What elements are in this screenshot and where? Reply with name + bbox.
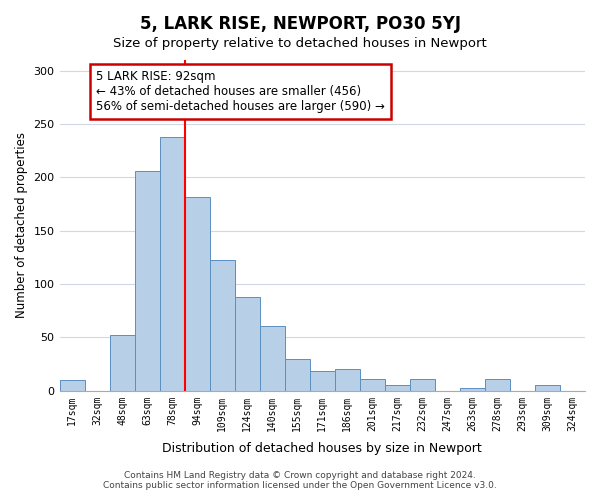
Bar <box>285 359 310 391</box>
Bar <box>134 171 160 391</box>
Text: 5, LARK RISE, NEWPORT, PO30 5YJ: 5, LARK RISE, NEWPORT, PO30 5YJ <box>139 15 461 33</box>
Bar <box>335 370 360 391</box>
Bar <box>485 379 510 391</box>
Bar <box>310 370 335 391</box>
X-axis label: Distribution of detached houses by size in Newport: Distribution of detached houses by size … <box>163 442 482 455</box>
Bar <box>410 379 435 391</box>
Bar <box>160 137 185 391</box>
Bar <box>59 380 85 391</box>
Bar <box>260 326 285 391</box>
Y-axis label: Number of detached properties: Number of detached properties <box>15 132 28 318</box>
Bar <box>360 379 385 391</box>
Bar <box>110 336 134 391</box>
Text: Size of property relative to detached houses in Newport: Size of property relative to detached ho… <box>113 38 487 51</box>
Bar <box>385 386 410 391</box>
Bar <box>185 196 209 391</box>
Bar <box>535 386 560 391</box>
Bar <box>235 297 260 391</box>
Bar <box>460 388 485 391</box>
Bar <box>209 260 235 391</box>
Text: 5 LARK RISE: 92sqm
← 43% of detached houses are smaller (456)
56% of semi-detach: 5 LARK RISE: 92sqm ← 43% of detached hou… <box>97 70 385 113</box>
Text: Contains HM Land Registry data © Crown copyright and database right 2024.
Contai: Contains HM Land Registry data © Crown c… <box>103 470 497 490</box>
